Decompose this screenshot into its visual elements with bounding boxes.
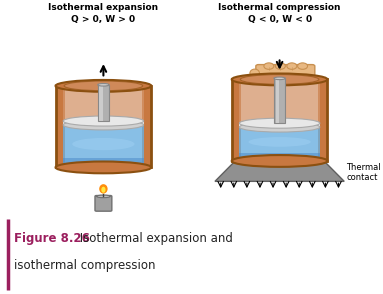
Bar — [63, 124, 144, 164]
Ellipse shape — [232, 74, 327, 85]
Ellipse shape — [56, 161, 151, 173]
Bar — [239, 80, 320, 124]
Bar — [63, 158, 144, 164]
Bar — [239, 123, 320, 127]
Bar — [63, 121, 144, 125]
Ellipse shape — [274, 77, 285, 80]
Ellipse shape — [97, 195, 110, 198]
Ellipse shape — [298, 63, 308, 69]
Ellipse shape — [72, 138, 134, 150]
Text: isothermal compression: isothermal compression — [14, 259, 155, 272]
Text: Isothermal expansion and: Isothermal expansion and — [76, 232, 233, 245]
Bar — [232, 79, 327, 161]
FancyBboxPatch shape — [256, 65, 315, 79]
Ellipse shape — [64, 81, 143, 91]
Ellipse shape — [98, 83, 109, 86]
Ellipse shape — [101, 187, 106, 193]
Text: Q > 0, W > 0: Q > 0, W > 0 — [71, 15, 136, 24]
Ellipse shape — [63, 120, 144, 130]
Bar — [318, 79, 327, 161]
Ellipse shape — [264, 63, 274, 69]
Bar — [239, 153, 320, 158]
Ellipse shape — [56, 80, 151, 92]
Text: Figure 8.26: Figure 8.26 — [14, 232, 90, 245]
Bar — [63, 87, 144, 122]
Bar — [239, 126, 320, 158]
FancyBboxPatch shape — [95, 196, 112, 211]
Bar — [276, 78, 279, 123]
Polygon shape — [215, 162, 344, 181]
Bar — [100, 85, 103, 121]
Ellipse shape — [232, 155, 327, 167]
Bar — [274, 78, 285, 123]
Bar — [232, 79, 241, 161]
Ellipse shape — [250, 69, 260, 77]
Text: Isothermal expansion: Isothermal expansion — [48, 3, 159, 12]
Ellipse shape — [63, 116, 144, 126]
Ellipse shape — [239, 122, 320, 132]
Ellipse shape — [99, 184, 108, 193]
Text: Isothermal compression: Isothermal compression — [218, 3, 341, 12]
Ellipse shape — [275, 63, 285, 69]
Bar — [56, 86, 151, 167]
Bar — [56, 86, 65, 167]
Ellipse shape — [234, 159, 325, 165]
Ellipse shape — [241, 75, 319, 84]
Bar — [98, 85, 109, 121]
Ellipse shape — [249, 137, 311, 147]
Ellipse shape — [239, 118, 320, 128]
Text: Thermal
contact: Thermal contact — [346, 163, 381, 182]
Ellipse shape — [287, 63, 297, 69]
Text: Q < 0, W < 0: Q < 0, W < 0 — [247, 15, 312, 24]
Bar — [142, 86, 151, 167]
